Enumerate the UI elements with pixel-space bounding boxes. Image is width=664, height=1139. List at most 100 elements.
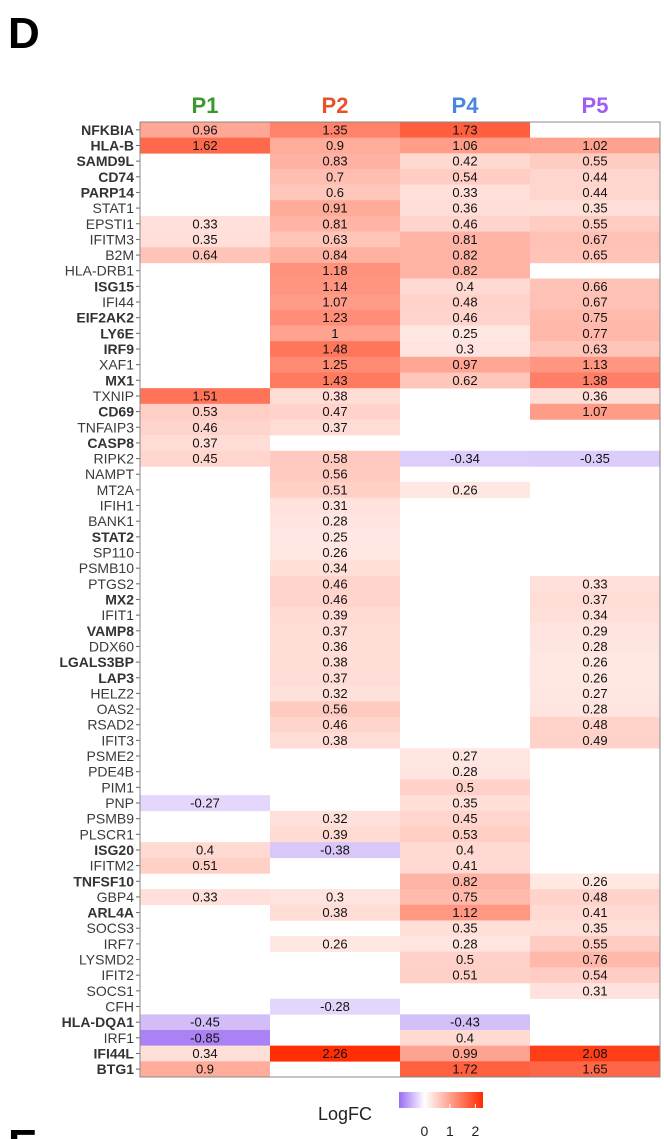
- gene-label: LYSMD2: [79, 952, 134, 968]
- gene-label: PARP14: [81, 184, 135, 200]
- gene-label: CD69: [98, 404, 134, 420]
- gene-label: LAP3: [98, 670, 134, 686]
- cell-value-label: 1.13: [582, 357, 607, 372]
- heatmap-cell: [530, 732, 660, 749]
- heatmap-cell: [530, 1061, 660, 1078]
- cell-value-label: 0.3: [326, 889, 344, 904]
- heatmap-cell: [400, 936, 530, 953]
- heatmap-cell: [270, 388, 400, 405]
- gene-label: DDX60: [89, 638, 134, 654]
- heatmap-cell: [140, 215, 270, 232]
- heatmap-cell: [530, 575, 660, 592]
- heatmap-cell: [400, 122, 530, 138]
- heatmap-cell: [400, 262, 530, 279]
- cell-value-label: 1: [331, 326, 338, 341]
- gene-label: PTGS2: [88, 576, 134, 592]
- gene-label: PSME2: [87, 748, 135, 764]
- heatmap-cell: [530, 607, 660, 624]
- heatmap-cell: [140, 842, 270, 859]
- gene-label: TNFSF10: [73, 873, 134, 889]
- heatmap-cell: [400, 325, 530, 342]
- gene-label: SP110: [93, 545, 134, 561]
- cell-value-label: 0.4: [196, 842, 214, 857]
- cell-value-label: 0.3: [456, 341, 474, 356]
- cell-value-label: 0.37: [322, 420, 347, 435]
- heatmap-cell: [400, 184, 530, 201]
- gene-label: ISG15: [94, 278, 134, 294]
- gene-label: IFIT1: [101, 607, 134, 623]
- heatmap-cell: [140, 795, 270, 812]
- cell-value-label: 1.02: [582, 138, 607, 153]
- gene-label: CASP8: [87, 435, 134, 451]
- cell-value-label: 0.67: [582, 232, 607, 247]
- gene-label: LGALS3BP: [59, 654, 134, 670]
- heatmap-cell: [530, 967, 660, 984]
- cell-value-label: 0.31: [582, 983, 607, 998]
- heatmap-cell: [400, 779, 530, 796]
- heatmap-cell: [530, 936, 660, 953]
- gene-label: OAS2: [97, 701, 135, 717]
- cell-value-label: 0.26: [582, 874, 607, 889]
- cell-value-label: 0.33: [452, 185, 477, 200]
- heatmap-cell: [530, 591, 660, 608]
- heatmap-cell: [400, 215, 530, 232]
- heatmap-cell: [270, 200, 400, 217]
- heatmap-cell: [140, 1045, 270, 1062]
- cell-value-label: 0.28: [582, 702, 607, 717]
- cell-value-label: 0.33: [192, 889, 217, 904]
- heatmap-cell: [140, 122, 270, 138]
- cell-value-label: -0.45: [190, 1015, 220, 1030]
- cell-value-label: 0.53: [452, 827, 477, 842]
- heatmap-cell: [140, 137, 270, 154]
- heatmap-cell: [530, 372, 660, 389]
- color-legend: LogFC 0 1 2: [318, 1092, 483, 1139]
- cell-value-label: 0.28: [452, 936, 477, 951]
- cell-value-label: 0.44: [582, 185, 607, 200]
- cell-value-label: 0.32: [322, 686, 347, 701]
- heatmap-cell: [270, 560, 400, 577]
- heatmap-cell: [530, 1045, 660, 1062]
- cell-value-label: 0.35: [452, 921, 477, 936]
- gene-label: PDE4B: [88, 764, 134, 780]
- gene-label: RSAD2: [87, 717, 134, 733]
- heatmap-cell: [530, 403, 660, 420]
- cell-value-label: 0.34: [582, 608, 607, 623]
- cell-value-label: 0.54: [452, 169, 477, 184]
- heatmap-cell: [530, 309, 660, 326]
- heatmap-cell: [400, 889, 530, 906]
- cell-value-label: 0.39: [322, 608, 347, 623]
- heatmap-cell: [530, 904, 660, 921]
- heatmap-cell: [270, 419, 400, 436]
- heatmap-cell: [270, 122, 400, 138]
- gene-label: LY6E: [100, 325, 134, 341]
- heatmap-cell: [400, 904, 530, 921]
- heatmap-cell: [530, 951, 660, 968]
- cell-value-label: 0.35: [582, 201, 607, 216]
- cell-value-label: 0.26: [322, 936, 347, 951]
- cell-value-label: 0.29: [582, 623, 607, 638]
- heatmap-cell: [270, 998, 400, 1015]
- cell-value-label: 0.34: [322, 561, 347, 576]
- heatmap-cell: [530, 356, 660, 373]
- cell-value-label: 0.36: [322, 639, 347, 654]
- column-header-p4: P4: [452, 93, 480, 118]
- gene-label: NAMPT: [85, 466, 134, 482]
- cell-value-label: 0.35: [192, 232, 217, 247]
- cell-value-label: 0.38: [322, 655, 347, 670]
- cell-value-label: 0.76: [582, 952, 607, 967]
- cell-value-label: 0.55: [582, 154, 607, 169]
- heatmap-cell: [270, 904, 400, 921]
- cell-value-label: 0.67: [582, 295, 607, 310]
- cell-value-label: 1.14: [322, 279, 347, 294]
- heatmap-cell: [530, 716, 660, 733]
- heatmap-cell: [400, 341, 530, 358]
- heatmap-cell: [270, 701, 400, 718]
- cell-value-label: 1.25: [322, 357, 347, 372]
- heatmap-cells: 0.96 1.35 1.731.62 0.9 1.06 1.020.83 0.42 0.550…: [140, 122, 660, 1078]
- cell-value-label: 0.37: [192, 435, 217, 450]
- heatmap-cell: [530, 622, 660, 639]
- cell-value-label: 0.51: [322, 482, 347, 497]
- gene-label: HELZ2: [90, 685, 134, 701]
- cell-value-label: 0.9: [196, 1062, 214, 1077]
- heatmap-cell: [400, 137, 530, 154]
